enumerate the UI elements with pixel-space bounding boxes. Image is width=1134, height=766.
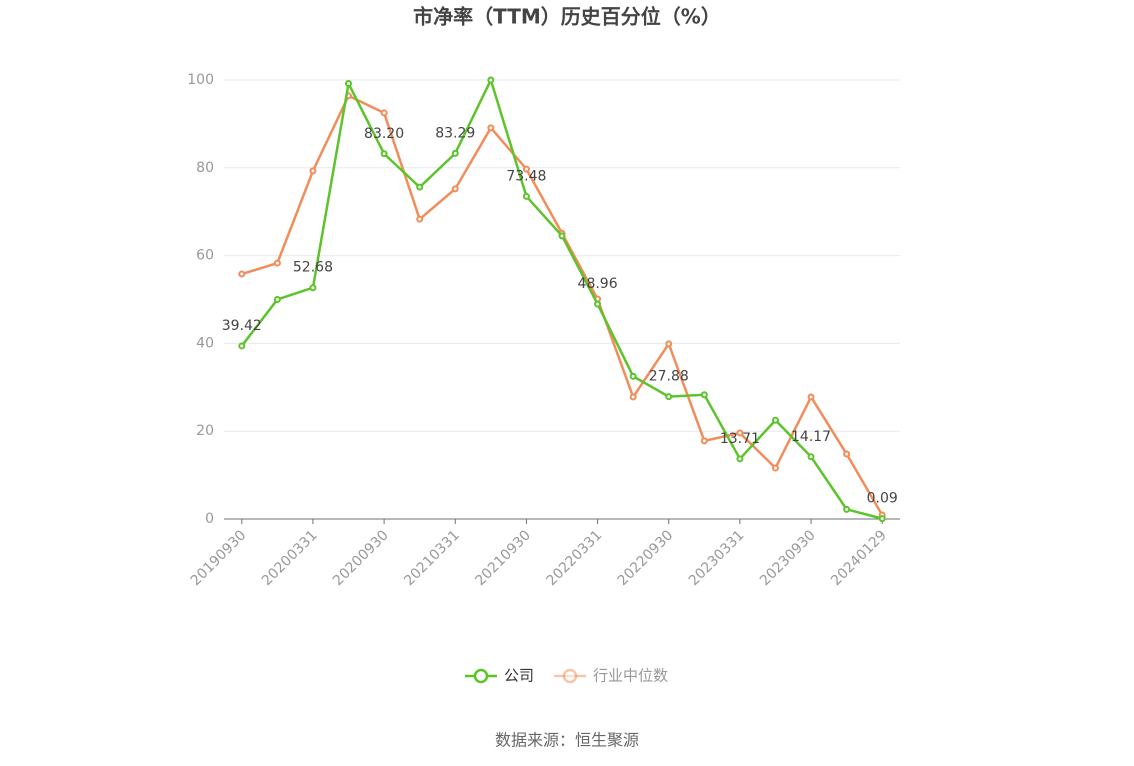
data-label: 14.17 — [791, 429, 831, 445]
data-label: 83.20 — [364, 126, 404, 142]
data-point — [238, 342, 246, 350]
x-tick-label: 20230331 — [686, 527, 748, 589]
y-tick-label: 80 — [196, 160, 214, 176]
data-point — [487, 76, 495, 84]
legend-swatch[interactable] — [562, 668, 578, 684]
data-point — [380, 150, 388, 158]
y-tick-label: 40 — [196, 335, 214, 351]
y-tick-label: 0 — [205, 511, 214, 527]
x-tick-label: 20200930 — [330, 527, 392, 589]
source-note: 数据来源：恒生聚源 — [495, 731, 639, 750]
y-tick-label: 60 — [196, 248, 214, 264]
data-point — [558, 232, 566, 240]
data-point — [522, 165, 530, 173]
data-label: 52.68 — [293, 260, 333, 276]
data-point — [309, 167, 317, 175]
data-point — [309, 284, 317, 292]
y-tick-label: 100 — [187, 72, 214, 88]
x-tick-label: 20210930 — [472, 527, 534, 589]
data-point — [807, 453, 815, 461]
legend-label[interactable]: 公司 — [504, 667, 534, 685]
data-point — [807, 393, 815, 401]
data-label: 48.96 — [578, 276, 618, 292]
data-point — [665, 340, 673, 348]
data-point — [629, 393, 637, 401]
data-point — [345, 80, 353, 88]
data-point — [771, 416, 779, 424]
data-point — [736, 455, 744, 463]
data-point — [629, 372, 637, 380]
x-tick-label: 20200331 — [259, 527, 321, 589]
data-point — [238, 270, 246, 278]
data-label: 73.48 — [506, 168, 546, 184]
chart-title: 市净率（TTM）历史百分位（%） — [413, 5, 721, 29]
data-label: 83.29 — [435, 125, 475, 141]
data-point — [487, 124, 495, 132]
x-tick-label: 20190930 — [188, 527, 250, 589]
data-point — [700, 437, 708, 445]
data-point — [736, 429, 744, 437]
series-line — [240, 76, 883, 520]
data-point — [771, 464, 779, 472]
data-point — [594, 300, 602, 308]
x-tick-label: 20220331 — [544, 527, 606, 589]
data-point — [273, 296, 281, 303]
data-point — [665, 393, 673, 401]
legend-swatch[interactable] — [473, 668, 489, 684]
data-label: 0.09 — [867, 491, 898, 507]
x-tick-label: 20230930 — [757, 527, 819, 589]
data-label: 13.71 — [720, 431, 760, 447]
data-point — [416, 183, 424, 191]
legend-label[interactable]: 行业中位数 — [593, 667, 668, 685]
data-point — [451, 185, 459, 193]
data-point — [273, 259, 281, 267]
data-point — [522, 192, 530, 200]
data-point — [416, 215, 424, 223]
data-point — [843, 505, 851, 513]
x-tick-label: 20240129 — [828, 527, 890, 589]
series-line — [241, 94, 884, 516]
x-tick-label: 20220930 — [615, 527, 677, 589]
data-label: 27.88 — [649, 369, 689, 385]
data-point — [380, 109, 388, 117]
data-point — [451, 149, 459, 157]
y-tick-label: 20 — [196, 423, 214, 439]
data-point — [843, 450, 851, 458]
data-point — [878, 515, 886, 523]
data-point — [700, 391, 708, 399]
x-tick-label: 20210331 — [401, 527, 463, 589]
data-label: 39.42 — [222, 318, 262, 334]
